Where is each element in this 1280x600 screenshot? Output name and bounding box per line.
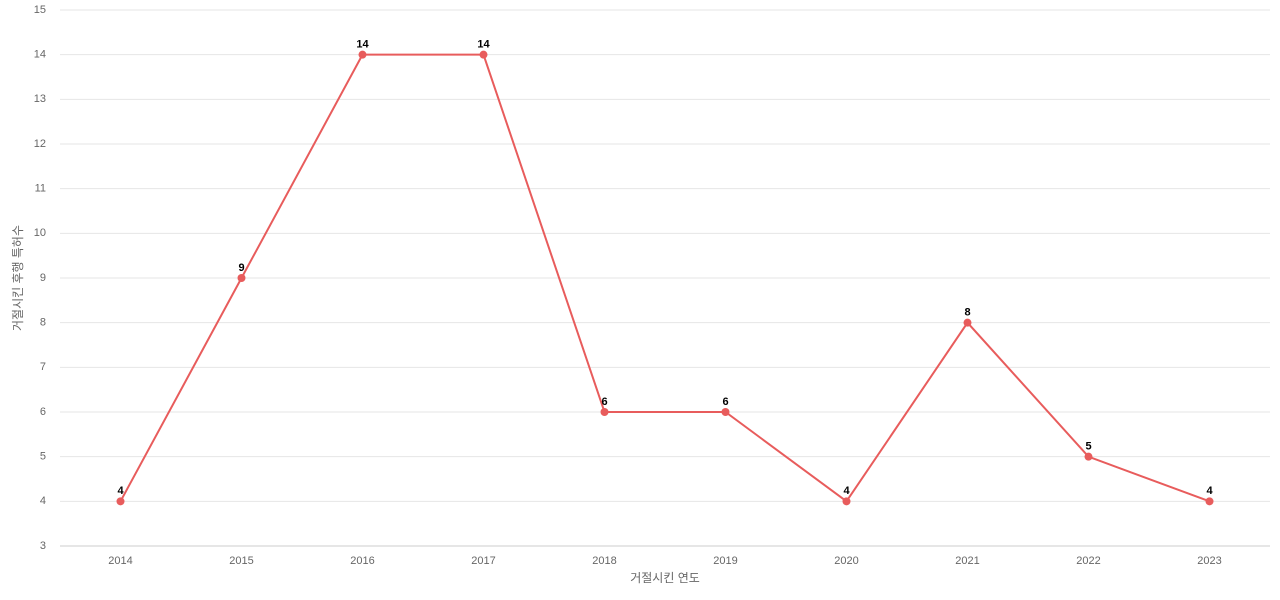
x-axis-label: 거절시킨 연도 [630, 571, 700, 585]
y-tick-label: 11 [35, 183, 46, 195]
y-tick-label: 14 [34, 49, 46, 61]
point [842, 497, 851, 506]
point [600, 408, 609, 416]
line [119, 53, 1210, 503]
point [721, 408, 730, 416]
y-tick-label: 9 [40, 272, 46, 284]
x-tick-label: 2017 [471, 555, 495, 567]
value-label: 8 [964, 307, 970, 319]
point [358, 50, 367, 59]
point [116, 497, 125, 506]
x-tick-label: 2020 [834, 555, 858, 567]
value-label: 6 [601, 396, 607, 408]
value-label: 4 [117, 485, 124, 497]
value-label: 4 [843, 485, 850, 497]
x-tick-label: 2022 [1076, 555, 1100, 567]
x-tick-label: 2021 [955, 555, 979, 567]
y-tick-label: 3 [40, 540, 46, 552]
x-tick-label: 2018 [592, 555, 616, 567]
x-tick-label: 2015 [229, 555, 253, 567]
y-tick-label: 4 [40, 495, 46, 507]
value-label: 9 [238, 262, 244, 274]
value-label: 6 [722, 396, 728, 408]
y-tick-label: 13 [34, 93, 46, 105]
x-tick-label: 2016 [350, 555, 374, 567]
y-tick-label: 12 [34, 138, 46, 150]
point [479, 50, 488, 59]
x-tick-label: 2023 [1197, 555, 1221, 567]
y-tick-label: 7 [40, 361, 46, 373]
value-label: 4 [1206, 485, 1213, 497]
point [1084, 452, 1093, 461]
y-tick-label: 8 [40, 317, 46, 329]
x-tick-label: 2019 [713, 555, 737, 567]
value-label: 5 [1085, 441, 1091, 453]
value-label: 14 [477, 39, 490, 51]
y-tick-label: 10 [34, 227, 46, 239]
point [237, 274, 246, 282]
y-axis-label: 거절시킨 후행 특허수 [10, 225, 25, 331]
value-label: 14 [356, 39, 369, 51]
point [963, 318, 972, 327]
point [1205, 497, 1214, 506]
x-tick-label: 2014 [108, 555, 132, 567]
y-tick-label: 5 [40, 451, 46, 463]
y-tick-label: 6 [40, 406, 46, 418]
y-tick-label: 15 [34, 4, 46, 16]
